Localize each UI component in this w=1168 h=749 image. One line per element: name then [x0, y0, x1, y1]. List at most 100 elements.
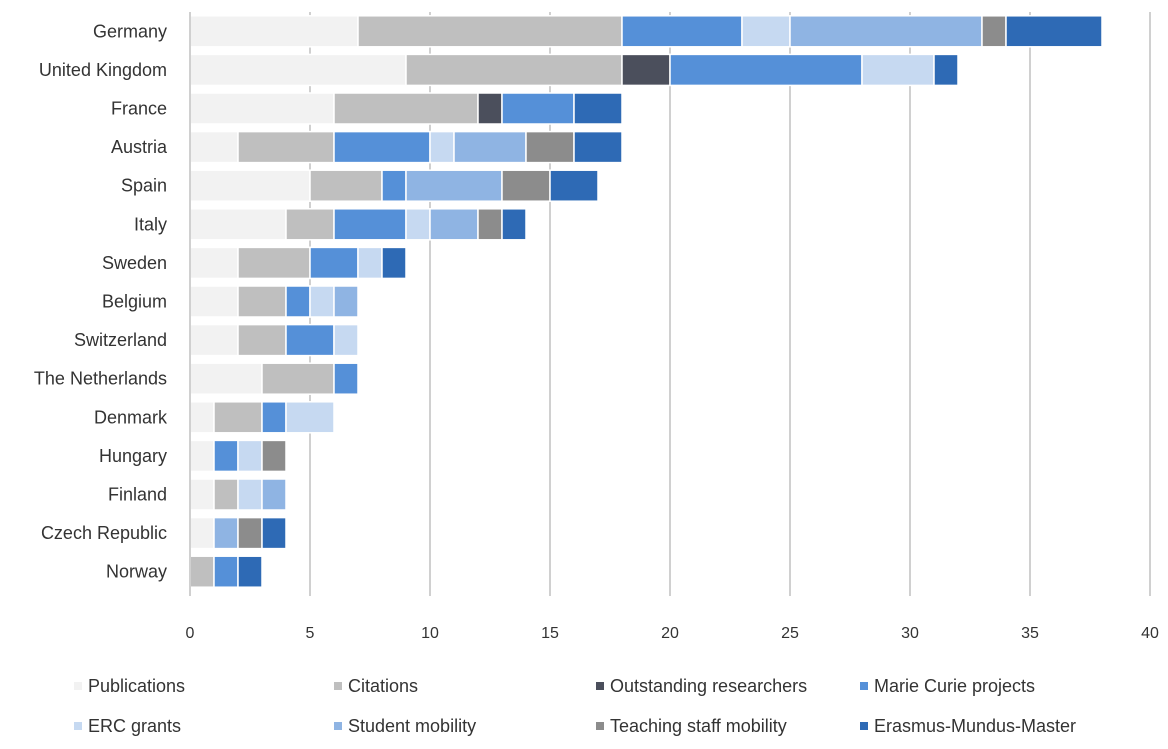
- category-label-united-kingdom: United Kingdom: [39, 60, 167, 80]
- bar-hungary-erc-grants: [237, 439, 263, 473]
- category-label-hungary: Hungary: [99, 446, 167, 466]
- legend-swatch-outstanding-researchers: [596, 682, 604, 690]
- bar-sweden-publications: [189, 246, 239, 280]
- x-tick-label-5: 5: [306, 625, 315, 642]
- category-label-the-netherlands: The Netherlands: [34, 369, 167, 389]
- bar-italy-publications: [189, 208, 287, 241]
- bar-the-netherlands-citations: [261, 362, 335, 395]
- bar-france-marie-curie-projects: [501, 92, 575, 125]
- bar-norway-marie-curie-projects: [213, 555, 239, 588]
- bar-czech-republic-student-mobility: [213, 516, 239, 550]
- x-tick-label-0: 0: [186, 625, 195, 642]
- bar-sweden-marie-curie-projects: [309, 246, 359, 280]
- bar-belgium-marie-curie-projects: [285, 285, 311, 318]
- bar-finland-publications: [189, 478, 215, 511]
- bar-germany-student-mobility: [789, 15, 983, 48]
- bar-switzerland-publications: [189, 323, 239, 357]
- bar-sweden-erc-grants: [357, 246, 383, 280]
- x-tick-label-20: 20: [661, 625, 679, 642]
- category-label-austria: Austria: [111, 137, 168, 157]
- category-label-czech-republic: Czech Republic: [41, 523, 167, 543]
- category-label-spain: Spain: [121, 176, 167, 196]
- bar-austria-teaching-staff-mobility: [525, 130, 575, 164]
- bar-switzerland-citations: [237, 323, 287, 357]
- bar-austria-erc-grants: [429, 130, 455, 164]
- legend-label-citations: Citations: [348, 676, 418, 696]
- bar-belgium-student-mobility: [333, 285, 359, 318]
- legend-label-outstanding-researchers: Outstanding researchers: [610, 676, 807, 696]
- x-tick-label-25: 25: [781, 625, 799, 642]
- category-label-belgium: Belgium: [102, 292, 167, 312]
- x-tick-label-40: 40: [1141, 625, 1159, 642]
- bar-united-kingdom-erc-grants: [861, 53, 935, 87]
- bar-germany-erc-grants: [741, 15, 791, 48]
- bar-czech-republic-publications: [189, 516, 215, 550]
- legend-swatch-erc-grants: [74, 722, 82, 730]
- bars: [189, 15, 1103, 588]
- bar-finland-erc-grants: [237, 478, 263, 511]
- bar-denmark-marie-curie-projects: [261, 401, 287, 434]
- bar-norway-erasmus-mundus-master: [237, 555, 263, 588]
- legend-label-erasmus-mundus-master: Erasmus-Mundus-Master: [874, 716, 1076, 736]
- bar-spain-erasmus-mundus-master: [549, 169, 599, 202]
- category-label-norway: Norway: [106, 562, 167, 582]
- bar-united-kingdom-marie-curie-projects: [669, 53, 863, 87]
- bar-italy-erasmus-mundus-master: [501, 208, 527, 241]
- bar-the-netherlands-publications: [189, 362, 263, 395]
- bar-hungary-teaching-staff-mobility: [261, 439, 287, 473]
- bar-united-kingdom-citations: [405, 53, 623, 87]
- legend-swatch-teaching-staff-mobility: [596, 722, 604, 730]
- bar-spain-citations: [309, 169, 383, 202]
- bar-switzerland-erc-grants: [333, 323, 359, 357]
- bar-denmark-publications: [189, 401, 215, 434]
- category-label-italy: Italy: [134, 214, 167, 234]
- bar-austria-citations: [237, 130, 335, 164]
- legend-swatch-publications: [74, 682, 82, 690]
- bar-denmark-citations: [213, 401, 263, 434]
- legend-label-publications: Publications: [88, 676, 185, 696]
- bar-spain-student-mobility: [405, 169, 503, 202]
- bar-spain-teaching-staff-mobility: [501, 169, 551, 202]
- legend-swatch-citations: [334, 682, 342, 690]
- legend-label-marie-curie-projects: Marie Curie projects: [874, 676, 1035, 696]
- category-label-finland: Finland: [108, 485, 167, 505]
- bar-austria-publications: [189, 130, 239, 164]
- bar-spain-publications: [189, 169, 311, 202]
- x-tick-label-15: 15: [541, 625, 559, 642]
- legend: Publications Citations Outstanding researc…: [74, 676, 1076, 736]
- axes: 0 5 10 15 20 25 30 35 40 Germany United Kingdom Fra…: [34, 12, 1159, 642]
- bar-germany-teaching-staff-mobility: [981, 15, 1007, 48]
- legend-label-teaching-staff-mobility: Teaching staff mobility: [610, 716, 787, 736]
- legend-label-erc-grants: ERC grants: [88, 716, 181, 736]
- x-tick-label-35: 35: [1021, 625, 1039, 642]
- bar-norway-citations: [189, 555, 215, 588]
- bar-the-netherlands-marie-curie-projects: [333, 362, 359, 395]
- bar-hungary-publications: [189, 439, 215, 473]
- bar-spain-marie-curie-projects: [381, 169, 407, 202]
- bar-italy-student-mobility: [429, 208, 479, 241]
- legend-swatch-student-mobility: [334, 722, 342, 730]
- category-label-switzerland: Switzerland: [74, 330, 167, 350]
- bar-united-kingdom-publications: [189, 53, 407, 87]
- bar-belgium-citations: [237, 285, 287, 318]
- bar-germany-marie-curie-projects: [621, 15, 743, 48]
- bar-czech-republic-teaching-staff-mobility: [237, 516, 263, 550]
- bar-austria-marie-curie-projects: [333, 130, 431, 164]
- bar-hungary-marie-curie-projects: [213, 439, 239, 473]
- bar-italy-teaching-staff-mobility: [477, 208, 503, 241]
- bar-united-kingdom-outstanding-researchers: [621, 53, 671, 87]
- bar-france-outstanding-researchers: [477, 92, 503, 125]
- x-tick-label-10: 10: [421, 625, 439, 642]
- bar-germany-erasmus-mundus-master: [1005, 15, 1103, 48]
- bar-italy-erc-grants: [405, 208, 431, 241]
- bar-france-citations: [333, 92, 479, 125]
- bar-germany-citations: [357, 15, 623, 48]
- bar-austria-erasmus-mundus-master: [573, 130, 623, 164]
- bar-denmark-erc-grants: [285, 401, 335, 434]
- bar-france-publications: [189, 92, 335, 125]
- bar-france-erasmus-mundus-master: [573, 92, 623, 125]
- bar-czech-republic-erasmus-mundus-master: [261, 516, 287, 550]
- bar-sweden-citations: [237, 246, 311, 280]
